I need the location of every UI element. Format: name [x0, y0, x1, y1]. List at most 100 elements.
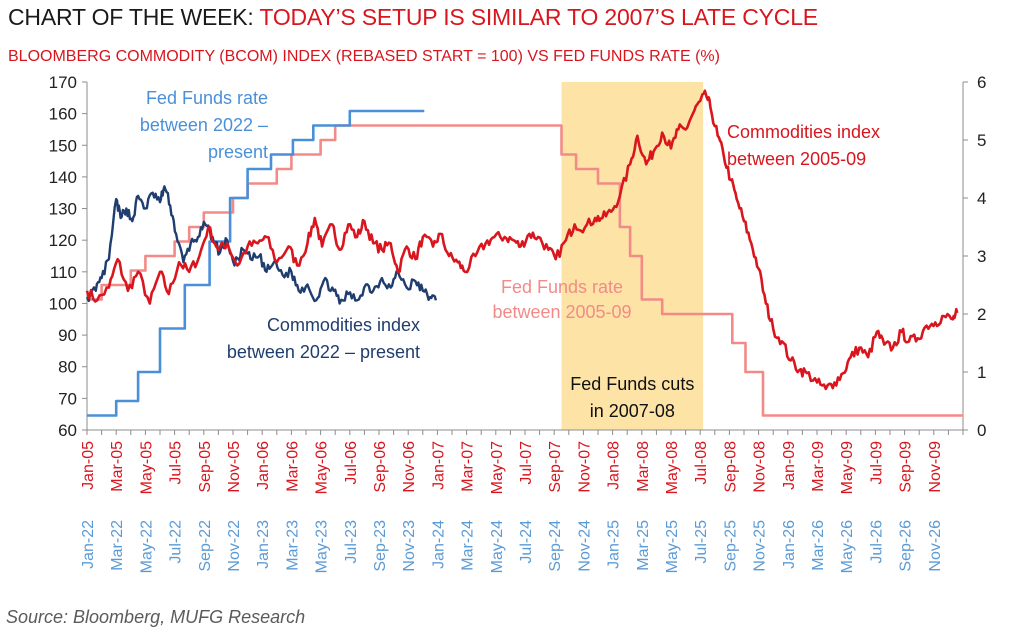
x-tick-label-2022: Jan-26 — [781, 520, 798, 569]
y-left-tick-label: 80 — [58, 358, 77, 377]
annotation-ff2005: Fed Funds rate — [501, 277, 623, 297]
x-tick-label-2005: Mar-08 — [635, 441, 652, 492]
x-tick-label-2022: Sep-22 — [197, 520, 214, 572]
x-tick-label-2005: Nov-09 — [927, 441, 944, 493]
x-tick-label-2005: Mar-05 — [109, 441, 126, 492]
source-note: Source: Bloomberg, MUFG Research — [6, 607, 306, 627]
x-tick-label-2005: May-05 — [138, 441, 155, 494]
x-tick-label-2005: Jul-07 — [518, 441, 535, 485]
x-tick-label-2005: Jul-09 — [868, 441, 885, 485]
y-left-tick-label: 70 — [58, 389, 77, 408]
annotation-ff2022: Fed Funds rate — [146, 88, 268, 108]
title-highlight: TODAY’S SETUP IS SIMILAR TO 2007’S LATE … — [259, 4, 818, 30]
x-tick-label-2022: May-25 — [664, 520, 681, 573]
chart-subtitle: BLOOMBERG COMMODITY (BCOM) INDEX (REBASE… — [8, 48, 720, 65]
x-tick-label-2022: Sep-25 — [722, 520, 739, 572]
x-tick-label-2022: May-23 — [314, 520, 331, 573]
y-left-tick-label: 60 — [58, 421, 77, 440]
annotation-ff2005: between 2005-09 — [492, 302, 631, 322]
annotation-bcom2005: between 2005-09 — [727, 149, 866, 169]
x-tick-label-2005: Jan-06 — [255, 441, 272, 490]
x-tick-label-2022: Sep-26 — [898, 520, 915, 572]
x-tick-label-2005: May-06 — [314, 441, 331, 494]
x-tick-label-2022: Jan-23 — [255, 520, 272, 569]
x-tick-label-2022: Jul-22 — [168, 520, 185, 564]
chart-canvas: 60 70 80 90 100 110 120 130 140 150 160 170 0 1 2 3 4 5 6 J… — [49, 73, 987, 573]
x-tick-label-2022: Jul-26 — [868, 520, 885, 564]
x-tick-label-2022: Jan-25 — [606, 520, 623, 569]
series-line-bcom2005 — [85, 89, 959, 391]
x-tick-label-2022: Jan-22 — [80, 520, 97, 569]
x-tick-label-2022: Mar-24 — [460, 520, 477, 571]
x-tick-label-2005: Mar-06 — [284, 441, 301, 492]
y-left-tick-label: 120 — [49, 231, 77, 250]
y-right-tick-label: 3 — [977, 247, 986, 266]
series-line-ff2022 — [87, 109, 425, 417]
x-tick-label-2005: May-07 — [489, 441, 506, 494]
x-tick-label-2022: Nov-23 — [401, 520, 418, 572]
y-right-tick-label: 2 — [977, 305, 986, 324]
y-left-tick-label: 140 — [49, 168, 77, 187]
shaded-region-label: Fed Funds cuts — [570, 374, 694, 394]
y-right-tick-label: 0 — [977, 421, 986, 440]
x-tick-label-2022: Sep-23 — [372, 520, 389, 572]
y-right-tick-label: 6 — [977, 73, 986, 92]
x-tick-label-2005: Nov-05 — [226, 441, 243, 493]
shaded-region-label: in 2007-08 — [590, 401, 675, 421]
annotation-ff2022: between 2022 – — [140, 115, 268, 135]
title-prefix: CHART OF THE WEEK: — [8, 4, 260, 30]
x-tick-label-2005: Jan-05 — [80, 441, 97, 490]
x-tick-label-2022: Jan-24 — [430, 520, 447, 569]
y-left-tick-label: 150 — [49, 136, 77, 155]
x-tick-label-2022: Mar-25 — [635, 520, 652, 571]
x-tick-label-2005: Sep-07 — [547, 441, 564, 493]
annotation-bcom2022: between 2022 – present — [227, 342, 420, 362]
annotation-ff2022: present — [208, 142, 268, 162]
series-line-bcom2022 — [85, 185, 438, 305]
x-tick-label-2005: Jan-08 — [606, 441, 623, 490]
x-tick-label-2022: Jul-23 — [343, 520, 360, 564]
x-tick-label-2005: Sep-09 — [898, 441, 915, 493]
x-tick-label-2022: Mar-23 — [284, 520, 301, 571]
x-tick-label-2022: Mar-22 — [109, 520, 126, 571]
x-tick-label-2005: Sep-05 — [197, 441, 214, 493]
x-tick-label-2022: May-24 — [489, 520, 506, 573]
x-tick-label-2005: Nov-07 — [576, 441, 593, 493]
series-line-ff2005 — [87, 124, 963, 417]
chart-title: CHART OF THE WEEK: TODAY’S SETUP IS SIMI… — [8, 4, 818, 31]
y-left-tick-label: 90 — [58, 326, 77, 345]
y-left-tick-label: 170 — [49, 73, 77, 92]
x-tick-label-2005: Jul-08 — [693, 441, 710, 485]
x-tick-label-2022: Mar-26 — [810, 520, 827, 571]
x-tick-label-2005: Mar-07 — [460, 441, 477, 492]
y-left-tick-label: 130 — [49, 200, 77, 219]
x-tick-label-2005: Jul-06 — [343, 441, 360, 485]
x-tick-label-2005: Jan-07 — [430, 441, 447, 490]
y-right-tick-label: 4 — [977, 189, 986, 208]
x-tick-label-2005: Sep-08 — [722, 441, 739, 493]
y-left-tick-label: 160 — [49, 105, 77, 124]
x-tick-label-2022: May-22 — [138, 520, 155, 573]
y-left-tick-label: 110 — [50, 263, 77, 282]
x-tick-label-2005: Jan-09 — [781, 441, 798, 490]
x-tick-label-2022: Nov-24 — [576, 520, 593, 572]
annotation-bcom2022: Commodities index — [267, 315, 420, 335]
y-right-tick-label: 1 — [977, 363, 986, 382]
x-tick-label-2005: May-09 — [839, 441, 856, 494]
x-tick-label-2022: Sep-24 — [547, 520, 564, 572]
y-left-tick-label: 100 — [49, 294, 77, 313]
x-tick-label-2005: Nov-06 — [401, 441, 418, 493]
x-tick-label-2005: Nov-08 — [752, 441, 769, 493]
x-tick-label-2022: Jul-25 — [693, 520, 710, 564]
x-tick-label-2005: Jul-05 — [168, 441, 185, 485]
x-tick-label-2022: Jul-24 — [518, 520, 535, 564]
x-tick-label-2022: May-26 — [839, 520, 856, 573]
x-tick-label-2022: Nov-25 — [752, 520, 769, 572]
x-tick-label-2005: Mar-09 — [810, 441, 827, 492]
x-tick-label-2022: Nov-22 — [226, 520, 243, 572]
x-tick-label-2005: May-08 — [664, 441, 681, 494]
x-tick-label-2005: Sep-06 — [372, 441, 389, 493]
y-right-tick-label: 5 — [977, 131, 986, 150]
annotation-bcom2005: Commodities index — [727, 122, 880, 142]
x-tick-label-2022: Nov-26 — [927, 520, 944, 572]
